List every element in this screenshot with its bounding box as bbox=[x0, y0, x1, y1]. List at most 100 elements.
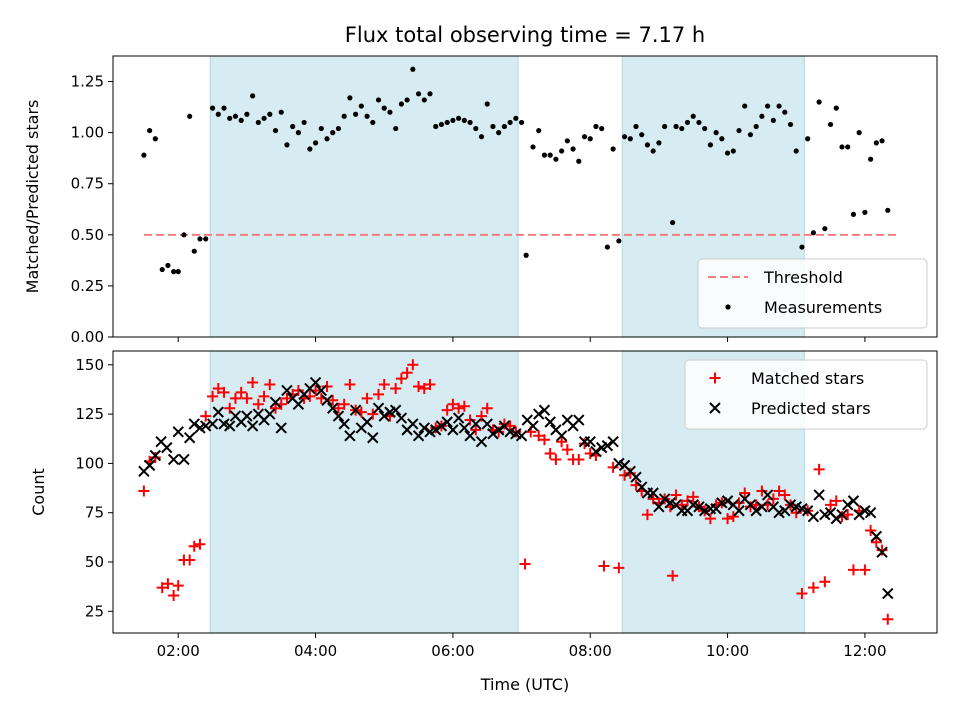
data-point bbox=[364, 113, 370, 119]
data-point bbox=[538, 434, 550, 446]
data-point bbox=[492, 424, 505, 436]
data-point bbox=[507, 119, 513, 126]
data-point bbox=[200, 410, 212, 422]
data-point bbox=[404, 97, 410, 103]
data-point bbox=[845, 144, 851, 150]
legend-swatch bbox=[709, 372, 721, 384]
data-point bbox=[475, 436, 488, 448]
data-point bbox=[464, 430, 476, 442]
data-point bbox=[510, 426, 522, 438]
data-point bbox=[487, 428, 499, 440]
shaded-interval bbox=[209, 350, 519, 634]
data-point bbox=[670, 219, 676, 226]
data-point bbox=[836, 508, 848, 521]
data-point bbox=[212, 406, 224, 418]
data-point bbox=[258, 390, 270, 402]
data-point bbox=[584, 436, 596, 448]
data-point bbox=[621, 134, 628, 140]
data-point bbox=[730, 148, 736, 154]
data-point bbox=[301, 119, 307, 126]
legend: Matched stars Predicted stars bbox=[684, 359, 928, 430]
data-point bbox=[744, 501, 756, 513]
data-point bbox=[847, 495, 860, 507]
data-point bbox=[450, 117, 456, 123]
data-point bbox=[739, 487, 751, 499]
data-point bbox=[444, 119, 450, 126]
data-point bbox=[853, 508, 865, 521]
data-point bbox=[613, 562, 625, 574]
data-point bbox=[418, 422, 430, 434]
data-point bbox=[868, 156, 874, 162]
data-point bbox=[859, 564, 871, 576]
data-point bbox=[378, 410, 390, 422]
data-point bbox=[856, 130, 862, 136]
data-point bbox=[412, 430, 425, 442]
legend-swatch bbox=[725, 304, 731, 310]
data-point bbox=[799, 244, 805, 250]
data-point bbox=[641, 509, 653, 521]
data-point bbox=[553, 156, 559, 162]
data-point bbox=[464, 414, 476, 426]
data-point bbox=[264, 379, 276, 391]
data-point bbox=[573, 453, 585, 465]
x-tick-label: 10:00 bbox=[706, 642, 749, 660]
data-point bbox=[662, 123, 668, 130]
data-point bbox=[736, 127, 742, 134]
y-tick-label: 50 bbox=[85, 553, 104, 571]
data-point bbox=[470, 418, 482, 430]
data-point bbox=[847, 564, 859, 576]
data-point bbox=[229, 392, 241, 404]
data-point bbox=[281, 384, 293, 397]
data-point bbox=[830, 495, 842, 507]
y-tick-label: 0.00 bbox=[71, 328, 104, 346]
legend-box bbox=[697, 258, 928, 329]
data-point bbox=[147, 127, 153, 134]
data-point bbox=[647, 487, 659, 499]
data-point bbox=[221, 105, 227, 111]
data-point bbox=[441, 404, 453, 416]
data-point bbox=[876, 544, 888, 556]
data-point bbox=[318, 125, 324, 132]
data-point bbox=[690, 113, 696, 119]
data-point bbox=[607, 461, 619, 473]
data-point bbox=[544, 448, 556, 460]
data-point bbox=[272, 127, 279, 134]
data-point bbox=[181, 232, 187, 238]
y-tick-label: 150 bbox=[75, 356, 104, 374]
data-point bbox=[610, 146, 616, 152]
data-point bbox=[269, 396, 282, 408]
data-point bbox=[885, 207, 891, 213]
data-point bbox=[393, 125, 399, 132]
data-point bbox=[246, 420, 259, 432]
data-point bbox=[375, 97, 382, 103]
x-tick-label: 08:00 bbox=[569, 642, 612, 660]
data-point bbox=[389, 404, 402, 416]
data-point bbox=[324, 136, 330, 142]
data-point bbox=[696, 119, 702, 126]
data-point bbox=[178, 453, 190, 466]
data-point bbox=[813, 489, 825, 501]
data-point bbox=[438, 121, 445, 128]
data-point bbox=[598, 560, 610, 572]
y-tick-label: 0.25 bbox=[71, 277, 104, 295]
data-point bbox=[235, 386, 247, 398]
data-point bbox=[807, 510, 820, 523]
data-point bbox=[684, 119, 691, 126]
data-point bbox=[573, 414, 585, 426]
data-point bbox=[407, 359, 419, 371]
data-point bbox=[813, 463, 825, 475]
data-point bbox=[255, 119, 261, 126]
legend-label: Threshold bbox=[763, 268, 843, 287]
data-point bbox=[750, 505, 762, 517]
data-point bbox=[188, 418, 200, 430]
data-point bbox=[496, 130, 502, 136]
data-point bbox=[321, 380, 333, 392]
data-point bbox=[292, 384, 304, 396]
data-point bbox=[644, 142, 651, 148]
data-point bbox=[870, 536, 882, 548]
data-point bbox=[702, 125, 708, 132]
data-point bbox=[776, 103, 782, 109]
data-point bbox=[395, 373, 407, 385]
data-point bbox=[523, 252, 529, 258]
